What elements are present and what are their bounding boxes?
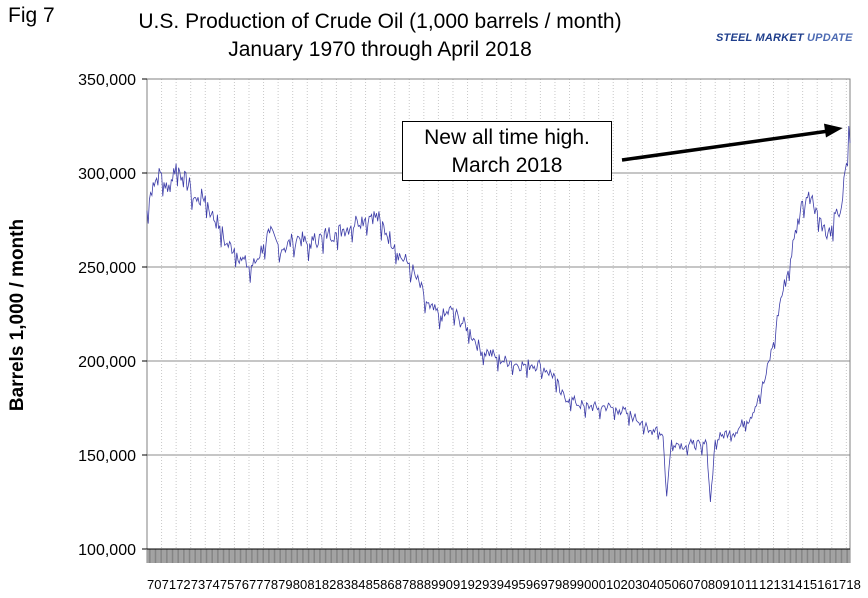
x-tick-label: 93 — [482, 577, 496, 592]
steel-market-update-logo: STEEL MARKET UPDATE — [716, 32, 866, 48]
x-tick-label: 92 — [468, 577, 482, 592]
x-tick-label: 89 — [424, 577, 438, 592]
x-tick-label: 10 — [730, 577, 744, 592]
x-tick-label: 87 — [395, 577, 409, 592]
x-tick-label: 02 — [613, 577, 627, 592]
x-tick-label: 70 — [147, 577, 161, 592]
x-tick-label: 03 — [628, 577, 642, 592]
x-tick-label: 78 — [264, 577, 278, 592]
x-tick-label: 05 — [657, 577, 671, 592]
x-tick-label: 00 — [584, 577, 598, 592]
x-tick-label: 96 — [526, 577, 540, 592]
chart-title-block: U.S. Production of Crude Oil (1,000 barr… — [120, 8, 640, 64]
x-tick-label: 15 — [803, 577, 817, 592]
x-tick-label: 14 — [788, 577, 802, 592]
x-tick-label: 86 — [380, 577, 394, 592]
x-tick-label: 13 — [774, 577, 788, 592]
x-tick-label: 72 — [176, 577, 190, 592]
x-tick-label: 01 — [599, 577, 613, 592]
x-tick-label: 90 — [438, 577, 452, 592]
x-tick-label: 98 — [555, 577, 569, 592]
y-tick-label: 150,000 — [78, 448, 136, 465]
y-tick-label: 350,000 — [78, 72, 136, 89]
y-tick-label: 250,000 — [78, 260, 136, 277]
x-tick-label: 82 — [322, 577, 336, 592]
x-tick-label: 12 — [759, 577, 773, 592]
annotation-line1: New all time high. — [424, 126, 590, 149]
chart-subtitle: January 1970 through April 2018 — [228, 38, 532, 61]
figure-label: Fig 7 — [8, 4, 55, 27]
y-tick-label: 100,000 — [78, 542, 136, 559]
x-tick-label: 07 — [686, 577, 700, 592]
x-tick-label: 84 — [351, 577, 365, 592]
y-tick-label: 200,000 — [78, 354, 136, 371]
logo-text-part1: STEEL MARKET — [716, 32, 804, 44]
x-tick-label: 91 — [453, 577, 467, 592]
annotation-line2: March 2018 — [451, 154, 563, 177]
x-tick-label: 73 — [191, 577, 205, 592]
x-tick-label: 06 — [672, 577, 686, 592]
x-tick-label: 80 — [293, 577, 307, 592]
annotation-box: New all time high. March 2018 — [402, 121, 612, 181]
x-tick-label: 88 — [409, 577, 423, 592]
x-tick-label: 08 — [701, 577, 715, 592]
x-tick-label: 17 — [832, 577, 846, 592]
annotation-arrow-head — [823, 123, 843, 138]
x-tick-label: 99 — [570, 577, 584, 592]
chart-title: U.S. Production of Crude Oil (1,000 barr… — [138, 10, 622, 33]
series-line — [146, 125, 851, 503]
x-tick-label: 11 — [745, 577, 759, 592]
x-tick-label: 85 — [366, 577, 380, 592]
x-tick-label: 79 — [278, 577, 292, 592]
x-tick-label: 94 — [497, 577, 511, 592]
y-tick-label: 300,000 — [78, 166, 136, 183]
x-tick-label: 95 — [511, 577, 525, 592]
x-tick-label: 71 — [162, 577, 176, 592]
x-tick-label: 97 — [540, 577, 554, 592]
logo-text-part2: UPDATE — [803, 32, 853, 44]
x-tick-label: 16 — [817, 577, 831, 592]
x-tick-label: 18 — [846, 577, 860, 592]
x-tick-label: 09 — [715, 577, 729, 592]
annotation-arrow-shaft — [621, 129, 830, 162]
x-tick-label: 76 — [234, 577, 248, 592]
x-tick-label: 75 — [220, 577, 234, 592]
x-tick-label: 83 — [336, 577, 350, 592]
x-tick-label: 74 — [205, 577, 219, 592]
x-tick-label: 81 — [307, 577, 321, 592]
x-tick-label: 77 — [249, 577, 263, 592]
x-tick-label: 04 — [642, 577, 656, 592]
